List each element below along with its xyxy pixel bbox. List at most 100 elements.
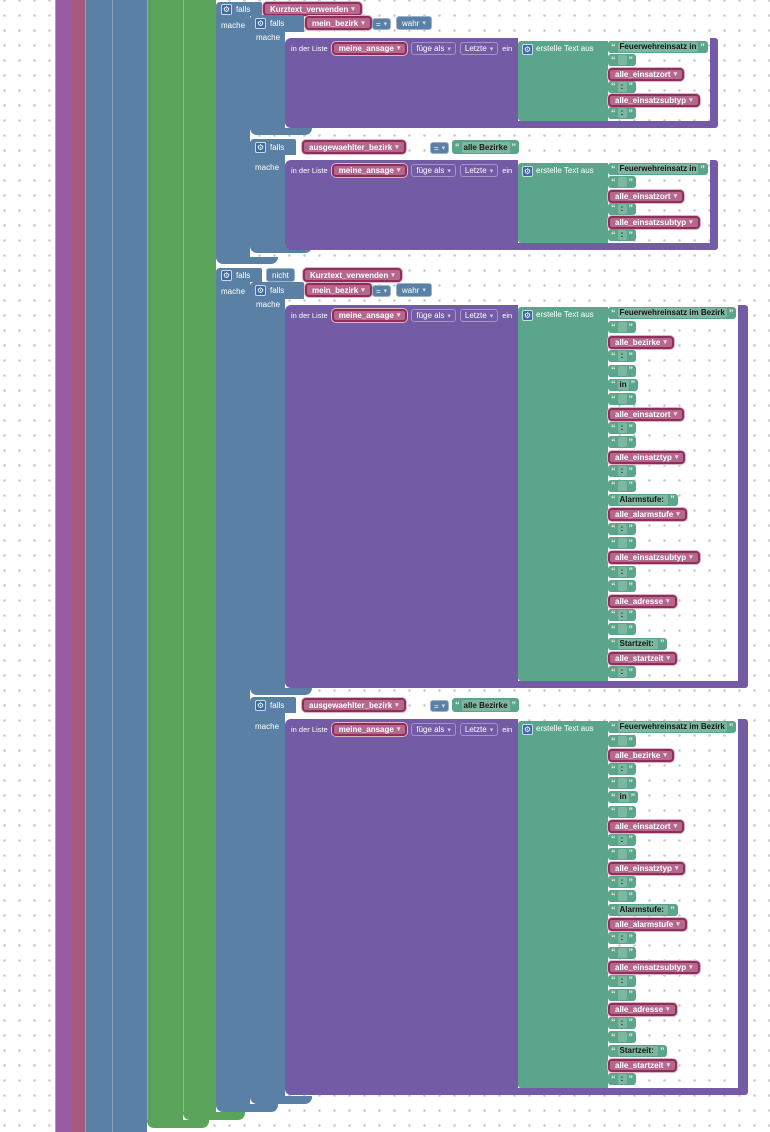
text-field[interactable] xyxy=(617,989,627,1000)
list-insert-block-a-bottom-edge[interactable] xyxy=(285,121,718,128)
text-field[interactable]: : xyxy=(617,81,627,92)
if-block-c-inner-header[interactable]: ⚙ falls xyxy=(250,282,304,299)
variable-dropdown-alle_einsatzsubtyp[interactable]: alle_einsatzsubtyp ▾ xyxy=(608,94,700,108)
text-field[interactable]: : xyxy=(617,108,627,119)
text-field[interactable] xyxy=(617,480,627,491)
text-field[interactable]: : xyxy=(617,609,627,620)
variable-dropdown-alle_einsatzort[interactable]: alle_einsatzort ▾ xyxy=(608,189,685,203)
text-field[interactable]: : xyxy=(617,566,627,577)
text-string-block-alle-bezirke[interactable]: “alle Bezirke” xyxy=(452,140,520,154)
text-string-block[interactable]: “in” xyxy=(608,378,639,391)
text-string-block[interactable]: “:” xyxy=(608,565,636,578)
variable-dropdown-meine-ansage[interactable]: meine_ansage ▾ xyxy=(331,164,408,177)
join-text-block-c[interactable]: ⚙ erstelle Text aus xyxy=(518,307,608,681)
text-field[interactable] xyxy=(617,848,627,859)
text-string-block[interactable]: “Alarmstufe: ” xyxy=(608,493,678,506)
list-insert-block-b[interactable]: in der Liste meine_ansage ▾ füge als ▾ Let… xyxy=(285,160,518,243)
text-string-block[interactable]: “:” xyxy=(608,465,636,478)
text-string-block[interactable]: “:” xyxy=(608,876,636,889)
if-block-d-header[interactable]: ⚙ falls xyxy=(250,697,296,713)
text-field[interactable]: : xyxy=(617,523,627,534)
variable-dropdown-meine-ansage[interactable]: meine_ansage ▾ xyxy=(331,723,408,736)
variable-dropdown-ausgewaehlter-bezirk[interactable]: ausgewaehlter_bezirk ▾ xyxy=(302,140,406,154)
text-field[interactable]: : xyxy=(617,1074,627,1085)
compare-operator-dropdown[interactable]: = ▾ xyxy=(430,700,450,712)
insert-mode-dropdown[interactable]: füge als ▾ xyxy=(411,42,456,55)
variable-dropdown-alle_einsatzort[interactable]: alle_einsatzort ▾ xyxy=(608,407,685,421)
if-wrapper-block-stripe-2[interactable] xyxy=(112,0,147,1132)
text-string-block[interactable]: “ ” xyxy=(608,537,636,549)
text-string-block[interactable]: “Feuerwehreinsatz in” xyxy=(608,163,708,175)
loop-block-stripe-inner[interactable] xyxy=(183,0,216,1112)
text-string-block[interactable]: “ ” xyxy=(608,623,636,636)
join-text-block-d[interactable]: ⚙ erstelle Text aus xyxy=(518,721,608,1088)
if-block-b-bottom[interactable] xyxy=(250,246,312,253)
text-string-block[interactable]: “:” xyxy=(608,422,636,434)
text-field[interactable] xyxy=(617,55,627,66)
variable-dropdown-alle_startzeit[interactable]: alle_startzeit ▾ xyxy=(608,652,677,665)
text-field[interactable]: : xyxy=(617,975,627,986)
variable-dropdown-kurztext-verwenden[interactable]: Kurztext_verwenden ▾ xyxy=(263,2,362,16)
gear-icon[interactable]: ⚙ xyxy=(255,699,266,711)
if-wrapper-block-stripe-1[interactable] xyxy=(85,0,112,1132)
text-field[interactable] xyxy=(617,365,627,376)
text-field[interactable]: in xyxy=(617,792,629,803)
variable-dropdown-alle_einsatztyp[interactable]: alle_einsatztyp ▾ xyxy=(608,861,686,875)
gear-icon[interactable]: ⚙ xyxy=(221,269,232,281)
text-field[interactable]: in xyxy=(617,379,629,390)
if-block-a-left-column[interactable] xyxy=(216,16,250,257)
text-string-block[interactable]: “Feuerwehreinsatz im Bezirk” xyxy=(608,307,737,319)
text-field[interactable]: Startzeit: xyxy=(617,1046,658,1057)
text-string-block[interactable]: “:” xyxy=(608,608,636,621)
text-string-block[interactable]: “:” xyxy=(608,974,636,987)
text-string-block[interactable]: “Feuerwehreinsatz im Bezirk” xyxy=(608,721,737,733)
list-insert-block-d[interactable]: in der Liste meine_ansage ▾ füge als ▾ Let… xyxy=(285,719,518,1088)
insert-mode-dropdown[interactable]: füge als ▾ xyxy=(411,164,456,177)
text-field[interactable] xyxy=(617,538,627,548)
text-string-block[interactable]: “ ” xyxy=(608,54,636,67)
text-field[interactable] xyxy=(617,947,627,958)
if-block-a-bottom[interactable] xyxy=(216,257,278,264)
text-string-block[interactable]: “:” xyxy=(608,107,636,120)
list-insert-block-a[interactable]: in der Liste meine_ansage ▾ füge als ▾ Let… xyxy=(285,38,518,121)
text-field[interactable]: : xyxy=(617,667,627,678)
compare-operator-dropdown[interactable]: = ▾ xyxy=(372,285,392,297)
list-insert-block-b-bottom-edge[interactable] xyxy=(285,243,718,250)
gear-icon[interactable]: ⚙ xyxy=(522,310,533,321)
gear-icon[interactable]: ⚙ xyxy=(522,724,533,735)
gear-icon[interactable]: ⚙ xyxy=(255,18,266,29)
text-string-block[interactable]: “ ” xyxy=(608,890,636,903)
text-field[interactable]: : xyxy=(617,764,627,775)
gear-icon[interactable]: ⚙ xyxy=(221,3,232,15)
variable-dropdown-ausgewaehlter-bezirk[interactable]: ausgewaehlter_bezirk ▾ xyxy=(302,698,406,712)
list-insert-block-d-bottom-edge[interactable] xyxy=(285,1088,748,1095)
variable-dropdown-alle_startzeit[interactable]: alle_startzeit ▾ xyxy=(608,1059,677,1073)
variable-dropdown-alle_alarmstufe[interactable]: alle_alarmstufe ▾ xyxy=(608,508,687,522)
logic-true-dropdown[interactable]: wahr ▾ xyxy=(396,283,432,297)
join-text-block-b[interactable]: ⚙ erstelle Text aus xyxy=(518,163,608,243)
list-insert-block-d-right-edge[interactable] xyxy=(738,719,748,1095)
variable-dropdown-alle_einsatzort[interactable]: alle_einsatzort ▾ xyxy=(608,819,685,833)
text-string-block[interactable]: “ ” xyxy=(608,735,636,748)
text-string-block[interactable]: “:” xyxy=(608,522,636,535)
text-string-block[interactable]: “:” xyxy=(608,932,636,945)
if-block-a-inner-header[interactable]: ⚙ falls xyxy=(250,15,304,32)
join-text-block-a[interactable]: ⚙ erstelle Text aus xyxy=(518,41,608,121)
text-field[interactable] xyxy=(617,806,627,817)
list-insert-block-c-bottom-edge[interactable] xyxy=(285,681,748,688)
text-field[interactable] xyxy=(617,891,627,902)
text-field[interactable]: : xyxy=(617,230,627,241)
text-string-block[interactable]: “ ” xyxy=(608,988,636,1001)
text-field[interactable]: Alarmstufe: xyxy=(617,494,669,505)
variable-dropdown-alle_einsatztyp[interactable]: alle_einsatztyp ▾ xyxy=(608,450,686,464)
variable-dropdown-mein-bezirk[interactable]: mein_bezirk ▾ xyxy=(305,283,372,297)
text-field[interactable]: : xyxy=(617,423,627,433)
procedure-block-stripe[interactable] xyxy=(55,0,72,1132)
text-string-block[interactable]: “ ” xyxy=(608,847,636,860)
text-string-block[interactable]: “:” xyxy=(608,1016,636,1029)
variable-dropdown-alle_bezirke[interactable]: alle_bezirke ▾ xyxy=(608,749,674,763)
variable-dropdown-kurztext-verwenden[interactable]: Kurztext_verwenden ▾ xyxy=(303,268,402,282)
variable-dropdown-meine-ansage[interactable]: meine_ansage ▾ xyxy=(331,309,408,322)
position-dropdown[interactable]: Letzte ▾ xyxy=(459,42,499,55)
text-field[interactable]: Startzeit: xyxy=(617,638,658,649)
